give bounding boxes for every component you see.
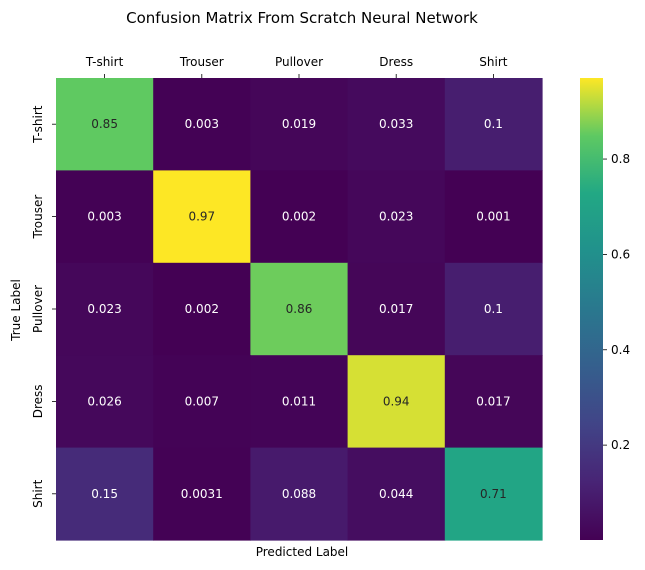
cell-value-label: 0.003 xyxy=(185,117,219,131)
colorbar xyxy=(580,78,603,540)
heatmap-cell xyxy=(347,447,446,541)
cell-value-label: 0.017 xyxy=(379,302,413,316)
cell-value-label: 0.023 xyxy=(87,302,121,316)
cell-value-label: 0.007 xyxy=(185,394,219,408)
cell-value-label: 0.011 xyxy=(282,394,316,408)
colorbar-tick-label: 0.8 xyxy=(611,152,630,166)
heatmap-cell xyxy=(56,355,154,449)
y-tick-label: T-shirt xyxy=(31,105,45,144)
heatmap-cell xyxy=(250,78,349,171)
heatmap-cell xyxy=(347,78,446,171)
y-tick-label: Dress xyxy=(31,385,45,419)
heatmap-cell xyxy=(56,262,154,356)
heatmap-cell xyxy=(444,170,543,264)
cell-value-label: 0.026 xyxy=(87,394,121,408)
cell-value-label: 0.71 xyxy=(480,487,507,501)
heatmap-cell xyxy=(444,447,543,541)
x-tick-label: Dress xyxy=(379,55,413,69)
colorbar-tick-label: 0.6 xyxy=(611,247,630,261)
cell-value-label: 0.019 xyxy=(282,117,316,131)
heatmap-cell xyxy=(250,447,349,541)
cell-value-label: 0.088 xyxy=(282,487,316,501)
heatmap-cell xyxy=(250,170,349,264)
x-axis-ticks: T-shirt Trouser Pullover Dress Shirt xyxy=(85,55,508,78)
cell-value-label: 0.044 xyxy=(379,487,413,501)
cell-value-label: 0.94 xyxy=(383,394,410,408)
heatmap-cell xyxy=(444,78,543,171)
heatmap-cell xyxy=(56,170,154,264)
y-axis-label: True Label xyxy=(9,279,23,342)
y-axis-ticks: T-shirt Trouser Pullover Dress Shirt xyxy=(31,105,56,508)
x-tick-label: Pullover xyxy=(275,55,323,69)
heatmap-cell xyxy=(347,355,446,449)
cell-value-label: 0.85 xyxy=(91,117,118,131)
y-tick-label: Trouser xyxy=(31,195,45,240)
cell-value-label: 0.1 xyxy=(484,117,503,131)
colorbar-tick-label: 0.4 xyxy=(611,343,630,357)
heatmap-cell xyxy=(153,447,251,541)
x-axis-label: Predicted Label xyxy=(256,545,349,559)
heatmap-cell xyxy=(153,78,251,171)
heatmap-cell xyxy=(153,355,251,449)
cell-value-label: 0.86 xyxy=(286,302,313,316)
heatmap-cell xyxy=(444,262,543,356)
heatmap-cell xyxy=(56,447,154,541)
cell-value-label: 0.97 xyxy=(188,210,215,224)
heatmap-cell xyxy=(347,262,446,356)
cell-value-label: 0.1 xyxy=(484,302,503,316)
heatmap-cell xyxy=(250,262,349,356)
cell-value-label: 0.0031 xyxy=(181,487,223,501)
x-tick-label: Trouser xyxy=(179,55,224,69)
y-tick-label: Pullover xyxy=(31,285,45,333)
colorbar-ticks: 0.2 0.4 0.6 0.8 xyxy=(603,152,630,452)
cell-value-label: 0.017 xyxy=(476,394,510,408)
cell-value-label: 0.001 xyxy=(476,210,510,224)
heatmap-cells: 0.85 0.003 0.019 0.033 0.1 0.003 0.97 0.002 0.02… xyxy=(56,78,543,541)
y-tick-label: Shirt xyxy=(31,479,45,507)
heatmap-cell xyxy=(444,355,543,449)
heatmap-cell xyxy=(153,170,251,264)
x-tick-label: T-shirt xyxy=(85,55,124,69)
x-tick-label: Shirt xyxy=(479,55,507,69)
heatmap-cell xyxy=(347,170,446,264)
heatmap-cell xyxy=(56,78,154,171)
colorbar-tick-label: 0.2 xyxy=(611,438,630,452)
cell-value-label: 0.002 xyxy=(185,302,219,316)
cell-value-label: 0.15 xyxy=(91,487,118,501)
cell-value-label: 0.023 xyxy=(379,210,413,224)
chart-title: Confusion Matrix From Scratch Neural Net… xyxy=(126,9,478,27)
heatmap-cell xyxy=(153,262,251,356)
cell-value-label: 0.003 xyxy=(87,210,121,224)
heatmap-cell xyxy=(250,355,349,449)
cell-value-label: 0.033 xyxy=(379,117,413,131)
cell-value-label: 0.002 xyxy=(282,210,316,224)
